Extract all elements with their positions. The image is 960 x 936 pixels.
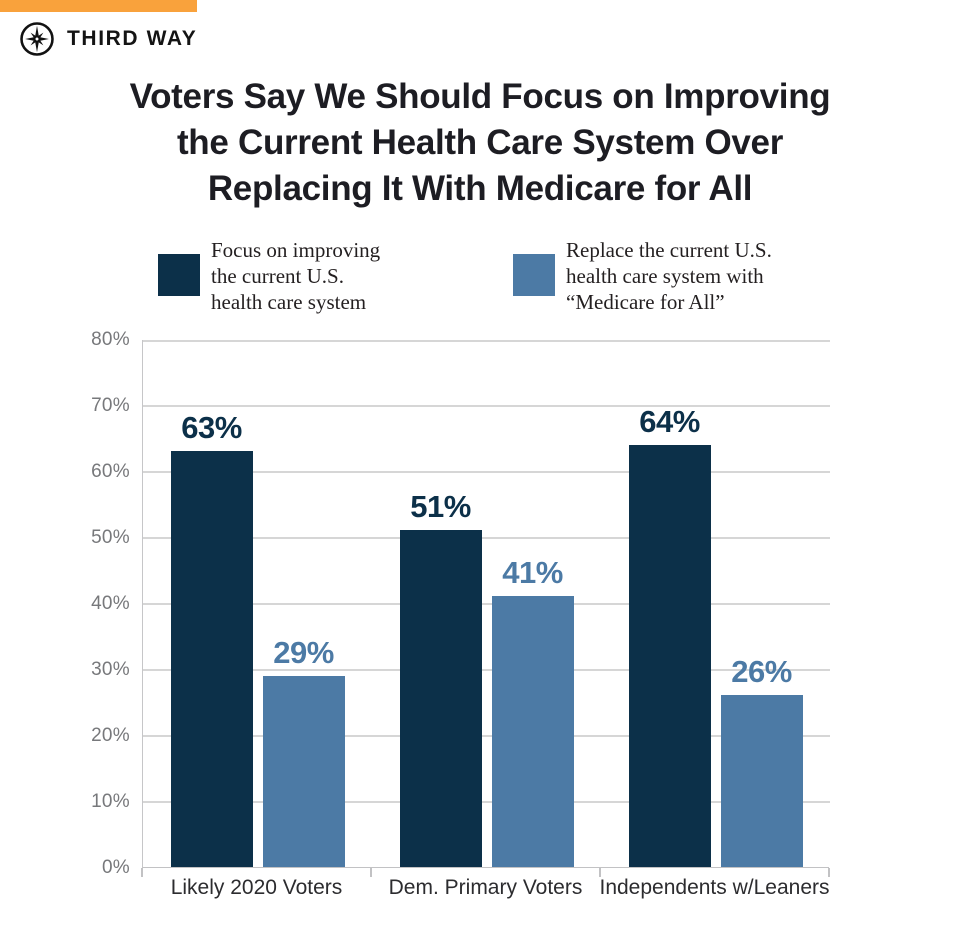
plot-area: 63% 29% 51% 41% 64% 26% <box>142 340 830 868</box>
bar-Independents w/Leaners-series-1 <box>628 444 711 867</box>
legend-item-improve: Focus on improving the current U.S. heal… <box>158 237 380 315</box>
chart-title-line-2: the Current Health Care System Over <box>176 123 784 162</box>
x-axis-category-Independents w/Leaners: Independents w/Leaners <box>599 876 830 899</box>
bar-Dem. Primary Voters-series-1 <box>399 530 482 867</box>
bar-Likely 2020 Voters-series-2 <box>262 675 345 867</box>
legend-item-replace: Replace the current U.S. health care sys… <box>513 237 772 315</box>
gridline-40% <box>143 603 830 605</box>
bar-Dem. Primary Voters-series-2 <box>491 596 574 867</box>
bar-value-label-Likely 2020 Voters-series-2: 29% <box>273 634 334 670</box>
chart-title: Voters Say We Should Focus on Improving … <box>0 74 960 212</box>
bar-value-label-Dem. Primary Voters-series-2: 41% <box>502 555 563 591</box>
gridline-70% <box>143 405 830 407</box>
y-axis-label-50%: 50% <box>91 527 130 548</box>
y-axis-label-10%: 10% <box>91 791 130 812</box>
gridline-20% <box>143 735 830 737</box>
bar-value-label-Independents w/Leaners-series-1: 64% <box>639 403 700 439</box>
x-axis-tick-3 <box>828 868 830 877</box>
y-axis-label-80%: 80% <box>91 329 130 350</box>
y-axis-label-0%: 0% <box>101 857 130 878</box>
x-axis-tick-2 <box>599 868 601 877</box>
bar-value-label-Dem. Primary Voters-series-1: 51% <box>410 489 471 525</box>
x-axis-tick-0 <box>141 868 143 877</box>
legend-label-improve: Focus on improving the current U.S. heal… <box>211 238 381 314</box>
x-axis-category-Dem. Primary Voters: Dem. Primary Voters <box>388 876 583 899</box>
legend-swatch-improve <box>158 254 200 296</box>
brand-header: THIRD WAY <box>18 20 197 58</box>
y-axis-label-60%: 60% <box>91 461 130 482</box>
chart-title-line-3: Replacing It With Medicare for All <box>207 169 753 208</box>
brand-name: THIRD WAY <box>67 27 198 50</box>
gridline-10% <box>143 801 830 803</box>
brand-accent-bar <box>0 0 197 12</box>
gridline-60% <box>143 471 830 473</box>
y-axis-label-40%: 40% <box>91 593 130 614</box>
bar-Likely 2020 Voters-series-1 <box>170 451 253 867</box>
compass-star-icon <box>20 22 54 56</box>
chart-title-line-1: Voters Say We Should Focus on Improving <box>129 77 831 116</box>
gridline-80% <box>143 340 830 342</box>
y-axis-label-20%: 20% <box>91 725 130 746</box>
legend-label-replace: Replace the current U.S. health care sys… <box>566 238 772 314</box>
x-axis-tick-1 <box>370 868 372 877</box>
bar-value-label-Likely 2020 Voters-series-1: 63% <box>181 410 242 446</box>
gridline-30% <box>143 669 830 671</box>
x-axis-category-Likely 2020 Voters: Likely 2020 Voters <box>170 876 343 899</box>
gridline-50% <box>143 537 830 539</box>
legend-swatch-replace <box>513 254 555 296</box>
y-axis-label-70%: 70% <box>91 395 130 416</box>
bar-value-label-Independents w/Leaners-series-2: 26% <box>731 654 792 690</box>
y-axis-label-30%: 30% <box>91 659 130 680</box>
bar-Independents w/Leaners-series-2 <box>720 695 803 867</box>
